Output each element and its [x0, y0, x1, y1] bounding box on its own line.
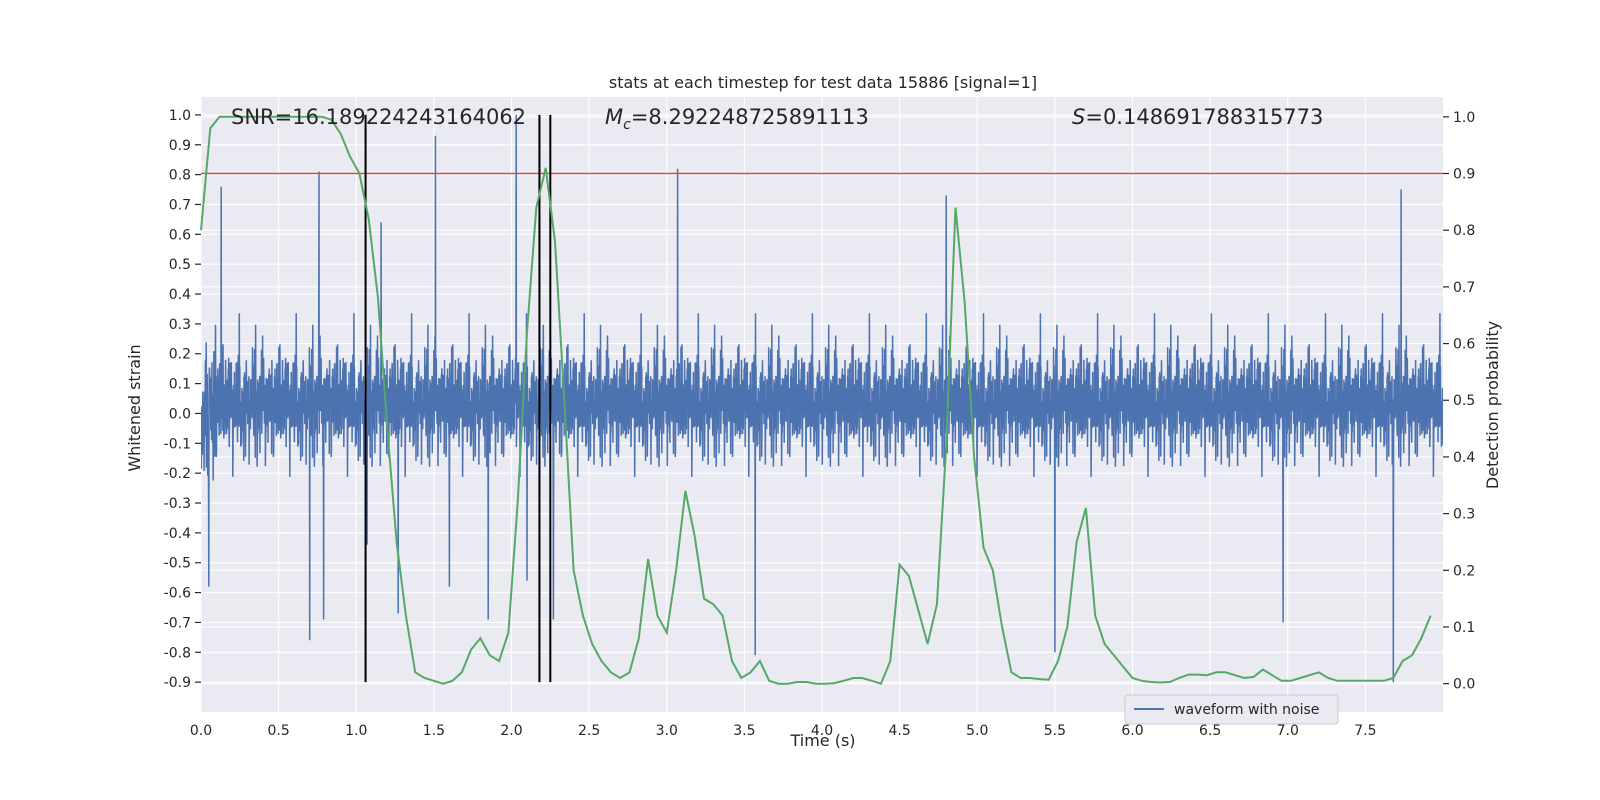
right-tick-label: 0.5	[1453, 393, 1475, 409]
x-tick-label: 4.5	[888, 723, 910, 739]
legend-box	[1124, 694, 1339, 725]
s-annotation: S=0.148691788315773	[1072, 105, 1323, 129]
right-tick-label: 0.0	[1453, 677, 1475, 693]
left-tick-label: 0.7	[169, 197, 191, 213]
left-tick-label: -0.7	[164, 615, 191, 631]
right-tick-label: 0.2	[1453, 563, 1475, 579]
left-tick-label: 0.4	[169, 287, 191, 303]
right-tick-label: 0.9	[1453, 167, 1475, 183]
left-tick-label: 0.1	[169, 377, 191, 393]
s-symbol: S	[1072, 105, 1085, 129]
x-tick-label: 2.5	[578, 723, 600, 739]
snr-annotation: SNR=16.189224243164062	[231, 105, 526, 129]
left-axis-ticks: -0.9 -0.8 -0.7 -0.6 -0.5 -0.4 -0.3 -0.2 -0.1 0.0 0…	[164, 108, 201, 691]
right-tick-label: 0.1	[1453, 620, 1475, 636]
right-tick-label: 0.3	[1453, 507, 1475, 523]
left-tick-label: 0.5	[169, 257, 191, 273]
left-tick-label: 0.8	[169, 168, 191, 184]
x-tick-label: 2.0	[500, 723, 522, 739]
chirp-mass-subscript: c	[623, 117, 631, 133]
left-axis-label: Whitened strain	[125, 344, 144, 471]
right-tick-label: 0.8	[1453, 223, 1475, 239]
x-axis-ticks: 0.0 0.5 1.0 1.5 2.0 2.5 3.0 3.5 4.0 4.5 5.0 5.5 6.0 6…	[190, 723, 1377, 739]
left-tick-label: -0.9	[164, 675, 191, 691]
detection-probability-series	[200, 115, 1432, 685]
x-tick-label: 0.0	[190, 723, 212, 739]
left-tick-label: 0.6	[169, 227, 191, 243]
legend-label: waveform with noise	[1174, 702, 1319, 718]
x-tick-label: 5.0	[966, 723, 988, 739]
x-tick-label: 6.5	[1199, 723, 1221, 739]
x-tick-label: 7.0	[1277, 723, 1299, 739]
left-tick-label: -0.3	[164, 496, 191, 512]
chirp-mass-symbol: M	[605, 105, 623, 129]
left-tick-label: 0.0	[169, 406, 191, 422]
left-tick-label: 0.3	[169, 317, 191, 333]
x-tick-label: 1.0	[345, 723, 367, 739]
left-tick-label: -0.4	[164, 526, 191, 542]
right-tick-label: 0.7	[1453, 280, 1475, 296]
snr-prefix: SNR=	[231, 105, 292, 129]
plot-content	[200, 114, 1443, 685]
right-axis-label: Detection probability	[1483, 321, 1502, 489]
x-tick-label: 6.0	[1121, 723, 1143, 739]
s-value: =0.148691788315773	[1085, 105, 1323, 129]
x-tick-label: 3.0	[656, 723, 678, 739]
waveform-series	[201, 114, 1443, 683]
snr-value: 16.189224243164062	[292, 105, 526, 129]
right-axis-ticks: 0.0 0.1 0.2 0.3 0.4 0.5 0.6 0.7 0.8 0.9 1.0	[1443, 110, 1475, 693]
left-tick-label: 1.0	[169, 108, 191, 124]
left-tick-label: -0.6	[164, 586, 191, 602]
x-tick-label: 7.5	[1354, 723, 1376, 739]
left-tick-label: -0.5	[164, 556, 191, 572]
left-tick-label: -0.8	[164, 645, 191, 661]
x-tick-label: 5.5	[1044, 723, 1066, 739]
chirp-mass-value: =8.292248725891113	[631, 105, 869, 129]
legend: waveform with noise	[1124, 694, 1339, 725]
left-tick-label: 0.2	[169, 347, 191, 363]
chart-title: stats at each timestep for test data 158…	[609, 73, 1037, 92]
right-tick-label: 0.4	[1453, 450, 1475, 466]
x-axis-label: Time (s)	[789, 731, 855, 750]
right-tick-label: 1.0	[1453, 110, 1475, 126]
right-tick-label: 0.6	[1453, 337, 1475, 353]
x-tick-label: 0.5	[267, 723, 289, 739]
left-tick-label: -0.2	[164, 466, 191, 482]
chirp-mass-annotation: Mc=8.292248725891113	[605, 105, 869, 133]
left-tick-label: 0.9	[169, 138, 191, 154]
x-tick-label: 4.0	[811, 723, 833, 739]
x-tick-label: 3.5	[733, 723, 755, 739]
x-tick-label: 1.5	[423, 723, 445, 739]
left-tick-label: -0.1	[164, 436, 191, 452]
